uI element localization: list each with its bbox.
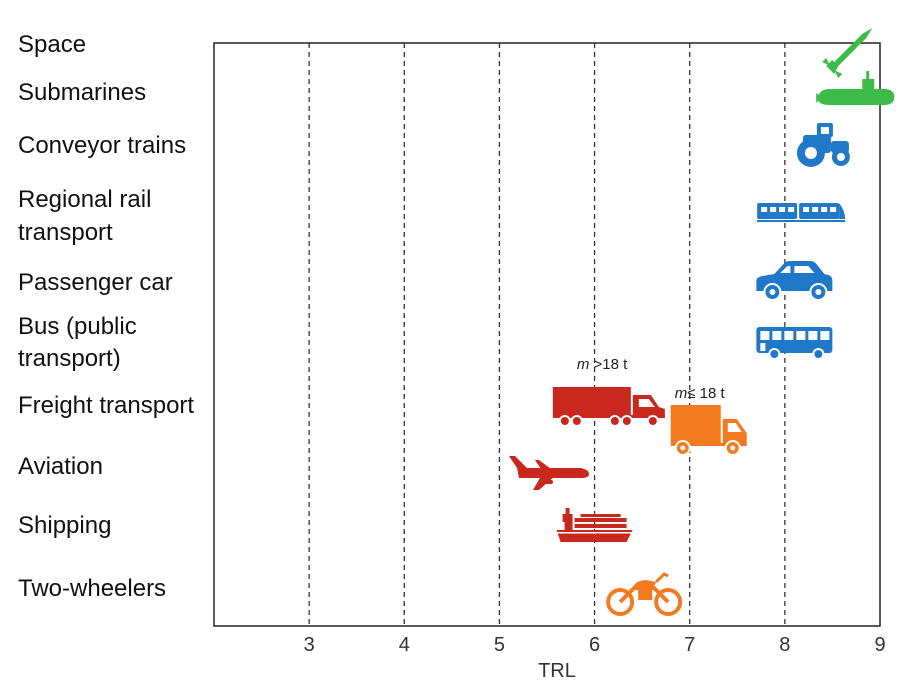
category-label-bus: Bus (public transport): [18, 313, 137, 372]
category-label-space: Space: [18, 31, 86, 58]
x-axis-label: TRL: [538, 660, 576, 682]
heavy-truck-icon: [551, 386, 666, 427]
bus-icon: [755, 326, 834, 360]
data-points: m >18 t m≤ 18 t: [509, 28, 895, 616]
category-label-car: Passenger car: [18, 269, 173, 296]
category-label-conveyor: Conveyor trains: [18, 132, 186, 159]
rocket-icon: [822, 28, 873, 78]
category-label-shipping: Shipping: [18, 512, 111, 539]
train-icon: [757, 203, 846, 222]
mass-class-label: m >18 t: [577, 356, 628, 373]
motorcycle-icon: [606, 572, 683, 616]
category-label-aviation: Aviation: [18, 453, 103, 480]
tractor-icon: [796, 123, 850, 167]
category-labels: Space Submarines Conveyor trains Regional r…: [18, 31, 194, 602]
submarine-icon: [816, 71, 895, 105]
x-tick-label-5: 5: [494, 634, 505, 656]
category-label-freight: Freight transport: [18, 392, 194, 419]
x-axis-ticks: 3 4 5 6 7 8 9: [304, 634, 886, 656]
grid: [308, 43, 786, 626]
plot-frame: [213, 42, 881, 627]
category-label-submarines: Submarines: [18, 79, 146, 106]
x-tick-label-4: 4: [399, 634, 410, 656]
container-ship-icon: [554, 508, 633, 542]
x-tick-label-3: 3: [304, 634, 315, 656]
light-truck-icon: [669, 404, 748, 456]
category-label-twowheel: Two-wheelers: [18, 575, 166, 602]
x-tick-label-9: 9: [874, 634, 885, 656]
category-label-regional: Regional rail transport: [18, 186, 151, 246]
x-tick-label-7: 7: [684, 634, 695, 656]
mass-class-label: m≤ 18 t: [675, 385, 726, 402]
x-tick-label-8: 8: [779, 634, 790, 656]
car-icon: [755, 260, 834, 301]
airplane-icon: [509, 456, 589, 490]
x-tick-label-6: 6: [589, 634, 600, 656]
